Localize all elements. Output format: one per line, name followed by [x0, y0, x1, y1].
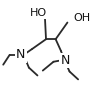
Text: N: N [16, 48, 26, 61]
Text: N: N [61, 54, 70, 67]
Text: HO: HO [30, 8, 47, 18]
Text: OH: OH [74, 13, 91, 23]
